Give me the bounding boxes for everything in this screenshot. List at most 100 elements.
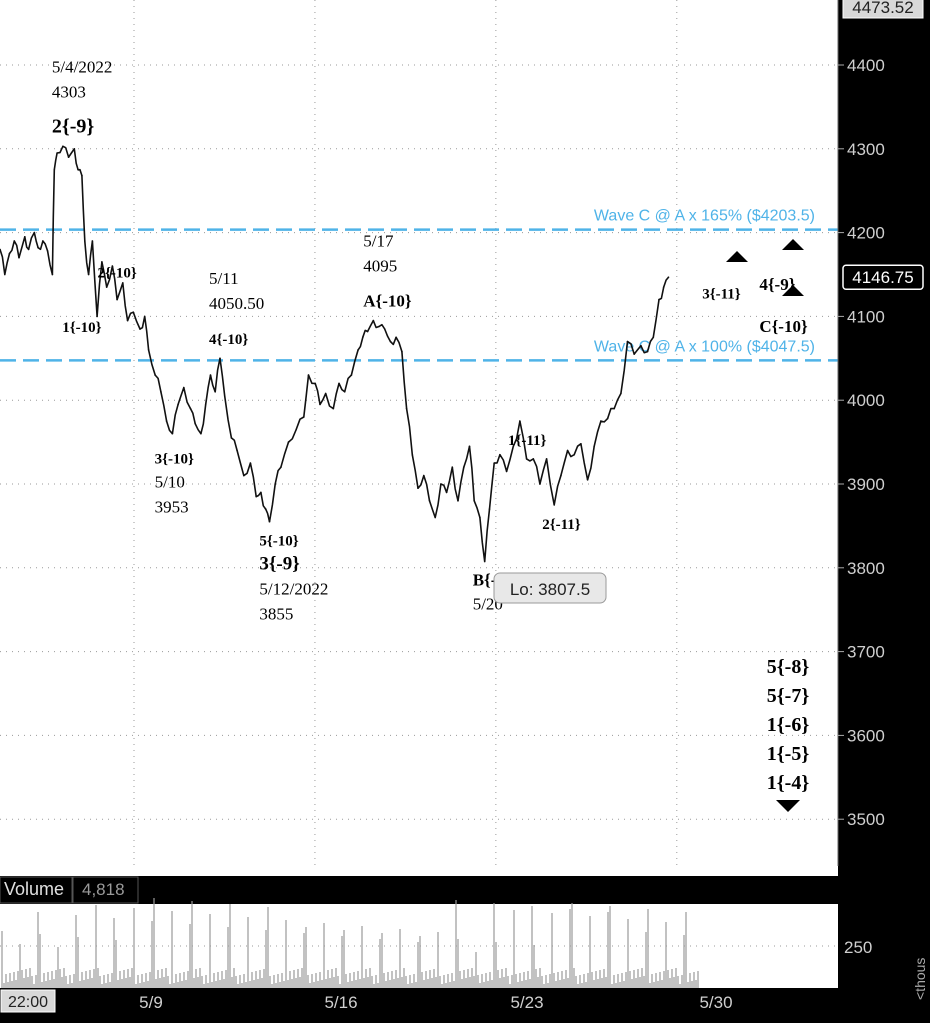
price-point-96 [512,445,515,448]
price-point-59 [303,416,305,418]
price-point-56 [280,466,282,469]
price-point-2 [8,252,11,255]
price-point-24 [105,286,108,288]
price-point-54 [268,520,271,523]
price-point-51 [255,495,257,498]
price-point-120 [667,276,670,279]
wave-3-11-up-triangle [726,251,748,262]
price-point-5 [24,236,26,238]
price-point-11 [51,273,54,276]
price-point-79 [417,487,419,490]
annotation-5-line-0: 3{-9} [259,554,299,575]
annotation-3-line-0: 5/11 [209,269,239,288]
annotation-5-line-1: 5/12/2022 [259,580,328,599]
price-point-6 [27,248,30,251]
price-point-80 [423,474,425,477]
y-tick-label-0: 4400 [847,56,885,75]
x-tick-label-2: 5/23 [510,993,543,1012]
annotation-10-wave-label: 3{-11} [702,287,741,303]
degree-stack-item-0: 5{-8} [767,656,810,678]
annotation-3-wave-label: 4{-10} [209,332,248,348]
annotation-2-wave-label: 1{-10} [62,320,101,336]
volume-gap [0,866,838,876]
price-point-66 [343,391,346,393]
price-point-99 [532,458,535,460]
price-point-93 [493,462,496,464]
price-point-118 [658,298,660,301]
y-tick-label-5: 3900 [847,475,885,494]
top-readout-box [842,0,924,19]
price-point-52 [260,491,262,494]
price-point-104 [566,449,569,452]
volume-value-box [72,876,139,904]
y-tick-label-4: 4000 [847,391,885,410]
price-point-116 [646,350,649,353]
volume-unit-label: <thous [912,958,928,1000]
price-point-41 [200,432,202,435]
volume-tick-label: 250 [844,938,872,957]
price-point-42 [204,403,207,406]
price-point-26 [116,298,118,301]
price-point-45 [219,357,221,360]
low-price-callout-label: Lo: 3807.5 [510,580,590,599]
volume-bars [1,898,699,988]
annotation-6-wave-label: A{-10} [363,292,412,311]
price-point-69 [362,336,364,339]
annotation-1-wave-label: 2{-10} [98,266,137,282]
annotation-4-line-1: 3953 [155,498,189,517]
price-point-9 [42,240,44,242]
price-point-49 [243,474,245,477]
price-point-78 [411,453,414,456]
price-point-1 [4,273,6,276]
price-point-37 [177,403,179,406]
price-point-17 [77,169,79,171]
price-point-77 [405,407,408,410]
price-point-109 [600,420,602,422]
price-point-73 [383,328,386,330]
price-point-32 [147,349,150,351]
wave-4-9-up-triangle [782,239,804,250]
price-point-15 [67,156,70,158]
annotation-4-line-0: 5/10 [155,473,185,492]
price-point-76 [401,350,403,353]
price-point-94 [499,453,501,456]
volume-header-bar [0,876,838,904]
price-point-70 [366,330,369,333]
price-point-20 [87,273,90,276]
price-point-4 [18,256,20,259]
price-point-105 [573,453,575,456]
price-point-90 [479,516,481,519]
price-point-111 [613,407,615,410]
price-point-74 [389,340,392,343]
price-point-98 [525,458,528,460]
price-point-88 [468,445,471,448]
price-point-38 [183,386,185,389]
price-point-100 [539,483,541,485]
annotation-4-wave-label: 3{-10} [155,452,194,468]
price-point-25 [111,265,114,267]
price-point-106 [580,443,582,445]
price-point-62 [319,403,321,406]
price-point-14 [62,145,64,148]
price-point-82 [434,516,437,519]
annotation-6-line-1: 4095 [363,257,397,276]
degree-stack-item-4: 1{-4} [767,772,810,794]
x-tick-label-0: 5/9 [139,993,163,1012]
price-point-3 [13,240,16,242]
price-point-48 [236,449,238,452]
price-point-34 [160,391,162,393]
price-point-68 [357,349,359,351]
volume-value: 4,818 [82,880,125,899]
x-tick-label-3: 5/30 [699,993,732,1012]
price-point-46 [223,395,226,397]
price-point-113 [626,340,629,343]
price-point-85 [451,466,454,469]
price-point-86 [457,500,459,502]
price-point-44 [214,391,216,393]
price-point-112 [620,392,622,395]
last-price-label: 4146.75 [852,268,913,287]
price-point-102 [553,504,555,506]
annotation-0-line-1: 4303 [52,82,86,101]
